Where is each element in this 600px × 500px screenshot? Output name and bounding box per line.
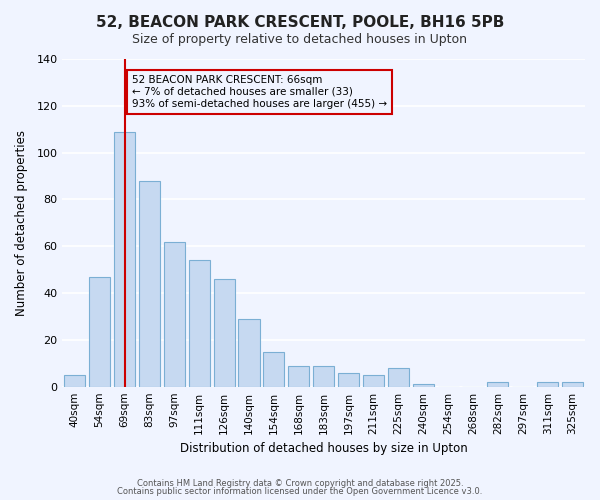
- Text: Size of property relative to detached houses in Upton: Size of property relative to detached ho…: [133, 32, 467, 46]
- Bar: [164, 242, 185, 386]
- Bar: [139, 180, 160, 386]
- Text: Contains public sector information licensed under the Open Government Licence v3: Contains public sector information licen…: [118, 487, 482, 496]
- Bar: [562, 382, 583, 386]
- Bar: [64, 375, 85, 386]
- Bar: [388, 368, 409, 386]
- Bar: [238, 319, 260, 386]
- Bar: [188, 260, 210, 386]
- Bar: [413, 384, 434, 386]
- Y-axis label: Number of detached properties: Number of detached properties: [15, 130, 28, 316]
- Bar: [89, 276, 110, 386]
- Bar: [288, 366, 310, 386]
- Bar: [114, 132, 135, 386]
- Text: Contains HM Land Registry data © Crown copyright and database right 2025.: Contains HM Land Registry data © Crown c…: [137, 478, 463, 488]
- Bar: [487, 382, 508, 386]
- X-axis label: Distribution of detached houses by size in Upton: Distribution of detached houses by size …: [180, 442, 467, 455]
- Bar: [363, 375, 384, 386]
- Text: 52, BEACON PARK CRESCENT, POOLE, BH16 5PB: 52, BEACON PARK CRESCENT, POOLE, BH16 5P…: [96, 15, 504, 30]
- Bar: [313, 366, 334, 386]
- Bar: [537, 382, 558, 386]
- Text: 52 BEACON PARK CRESCENT: 66sqm
← 7% of detached houses are smaller (33)
93% of s: 52 BEACON PARK CRESCENT: 66sqm ← 7% of d…: [132, 76, 387, 108]
- Bar: [214, 279, 235, 386]
- Bar: [263, 352, 284, 386]
- Bar: [338, 372, 359, 386]
